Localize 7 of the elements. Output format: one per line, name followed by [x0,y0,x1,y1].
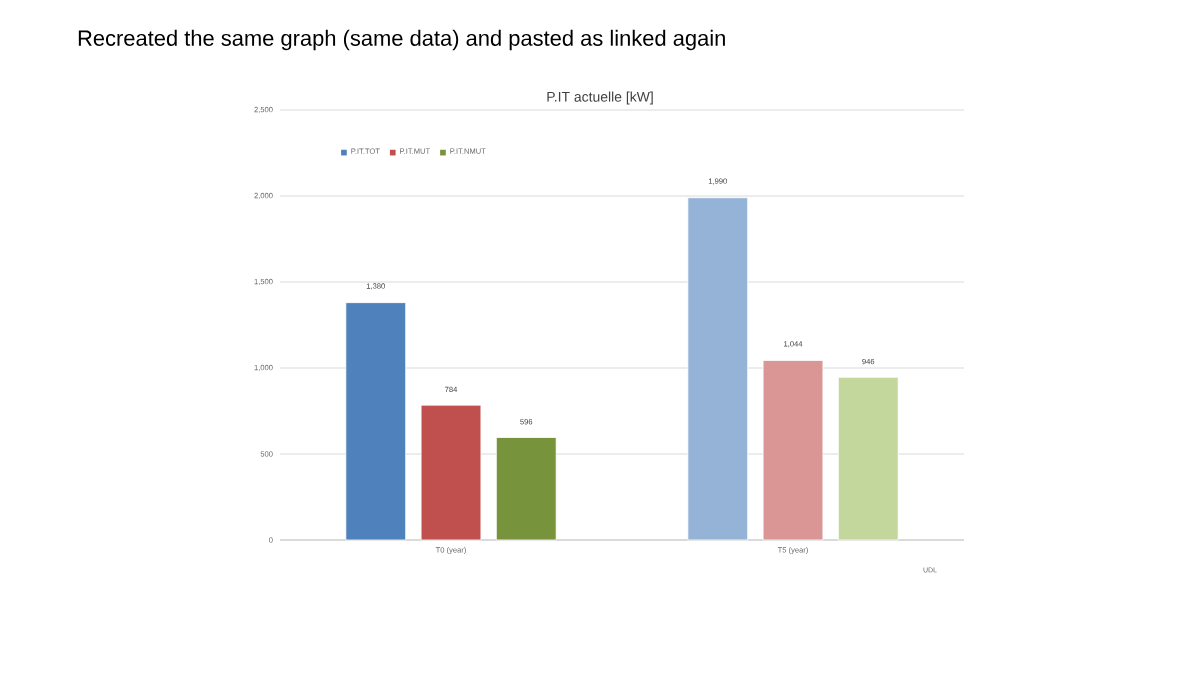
bar [837,376,899,541]
bar [420,404,482,541]
bar [687,197,749,541]
bar [345,302,407,541]
chart-title: Recreated the same graph (same data) and pasted as linked again [78,29,725,51]
bar [495,437,557,541]
bar [762,360,824,541]
